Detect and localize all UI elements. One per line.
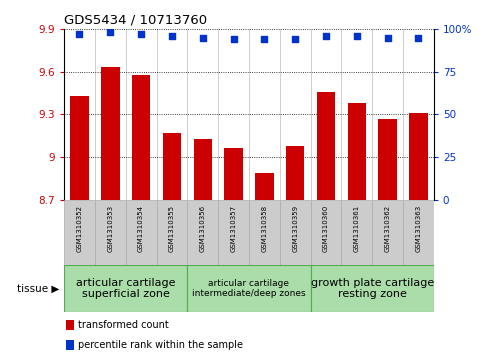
Bar: [218, 29, 249, 200]
Text: GSM1310357: GSM1310357: [231, 205, 237, 252]
Text: GSM1310353: GSM1310353: [107, 205, 113, 252]
Text: tissue ▶: tissue ▶: [17, 284, 59, 294]
Bar: [187, 29, 218, 200]
Bar: [132, 74, 150, 200]
Bar: [249, 200, 280, 265]
Bar: [317, 91, 335, 200]
Bar: [218, 200, 249, 265]
Bar: [187, 265, 311, 312]
Text: GSM1310354: GSM1310354: [138, 205, 144, 252]
Bar: [372, 200, 403, 265]
Bar: [409, 113, 427, 200]
Bar: [95, 29, 126, 200]
Text: GSM1310363: GSM1310363: [416, 205, 422, 252]
Point: [106, 29, 114, 35]
Bar: [341, 29, 372, 200]
Bar: [255, 173, 274, 200]
Point: [168, 33, 176, 39]
Text: articular cartilage
intermediate/deep zones: articular cartilage intermediate/deep zo…: [192, 279, 306, 298]
Bar: [280, 29, 311, 200]
Point: [415, 34, 423, 40]
Bar: [64, 265, 187, 312]
Bar: [101, 68, 119, 200]
Bar: [311, 265, 434, 312]
Bar: [157, 29, 187, 200]
Text: GSM1310355: GSM1310355: [169, 205, 175, 252]
Bar: [163, 133, 181, 200]
Bar: [157, 200, 187, 265]
Bar: [348, 103, 366, 200]
Text: GSM1310362: GSM1310362: [385, 205, 390, 252]
Bar: [286, 146, 305, 200]
Bar: [95, 200, 126, 265]
Text: transformed count: transformed count: [78, 320, 169, 330]
Point: [260, 36, 268, 42]
Point: [199, 34, 207, 40]
Text: GSM1310352: GSM1310352: [76, 205, 82, 252]
Point: [353, 33, 361, 39]
Bar: [403, 29, 434, 200]
Bar: [187, 200, 218, 265]
Bar: [372, 29, 403, 200]
Point: [230, 36, 238, 42]
Bar: [126, 200, 157, 265]
Point: [291, 36, 299, 42]
Text: articular cartilage
superficial zone: articular cartilage superficial zone: [76, 278, 176, 299]
Text: GSM1310356: GSM1310356: [200, 205, 206, 252]
Text: GSM1310358: GSM1310358: [261, 205, 267, 252]
Text: percentile rank within the sample: percentile rank within the sample: [78, 340, 243, 350]
Bar: [126, 29, 157, 200]
Point: [322, 33, 330, 39]
Text: GSM1310359: GSM1310359: [292, 205, 298, 252]
Bar: [403, 200, 434, 265]
Bar: [64, 29, 95, 200]
Bar: [64, 200, 95, 265]
Bar: [378, 119, 397, 200]
Text: GSM1310360: GSM1310360: [323, 205, 329, 252]
Text: growth plate cartilage
resting zone: growth plate cartilage resting zone: [311, 278, 434, 299]
Bar: [66, 340, 74, 350]
Bar: [193, 139, 212, 200]
Text: GDS5434 / 10713760: GDS5434 / 10713760: [64, 13, 207, 26]
Bar: [249, 29, 280, 200]
Bar: [280, 200, 311, 265]
Text: GSM1310361: GSM1310361: [354, 205, 360, 252]
Bar: [224, 148, 243, 200]
Point: [137, 31, 145, 37]
Bar: [341, 200, 372, 265]
Bar: [311, 29, 341, 200]
Point: [75, 31, 83, 37]
Bar: [70, 96, 89, 200]
Point: [384, 34, 391, 40]
Bar: [66, 320, 74, 330]
Bar: [311, 200, 341, 265]
